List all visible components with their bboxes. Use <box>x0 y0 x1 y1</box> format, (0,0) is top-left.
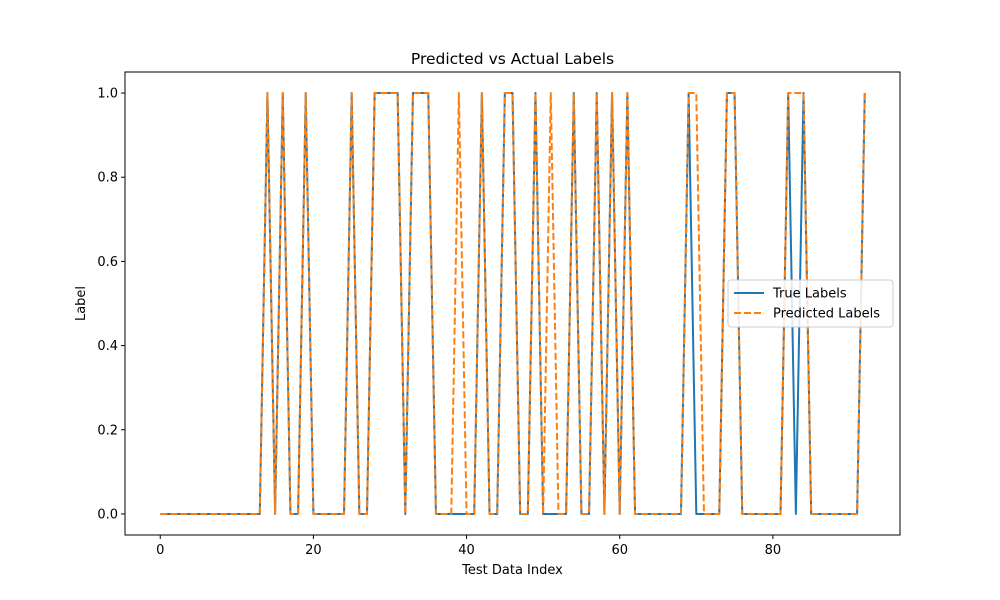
y-axis-label: Label <box>74 286 89 321</box>
legend: True Labels Predicted Labels <box>727 279 894 328</box>
plot-frame <box>124 71 901 536</box>
x-tick-label: 60 <box>611 543 628 558</box>
x-tick-label: 20 <box>305 543 322 558</box>
y-tick-label: 1.0 <box>97 87 118 102</box>
y-tick-label: 0.4 <box>97 339 118 354</box>
series-layer <box>160 92 866 515</box>
x-tick-label: 0 <box>156 543 164 558</box>
y-tick-label: 0.8 <box>97 171 118 186</box>
y-tick-label: 0.0 <box>97 507 118 522</box>
x-tick-label: 80 <box>765 543 782 558</box>
chart-title: Predicted vs Actual Labels <box>411 50 614 68</box>
x-axis-label: Test Data Index <box>461 563 563 578</box>
legend-predicted-labels-text: Predicted Labels <box>773 307 880 322</box>
x-tick-label: 40 <box>458 543 475 558</box>
y-tick-label: 0.6 <box>97 255 118 270</box>
legend-frame <box>727 279 894 328</box>
x-axis-ticks: 0 20 40 60 80 <box>156 535 781 558</box>
y-axis-ticks: 0.0 0.2 0.4 0.6 0.8 1.0 <box>97 87 125 522</box>
legend-true-labels-text: True Labels <box>772 287 847 302</box>
y-tick-label: 0.2 <box>97 423 118 438</box>
series-line-predicted-labels <box>160 92 866 515</box>
